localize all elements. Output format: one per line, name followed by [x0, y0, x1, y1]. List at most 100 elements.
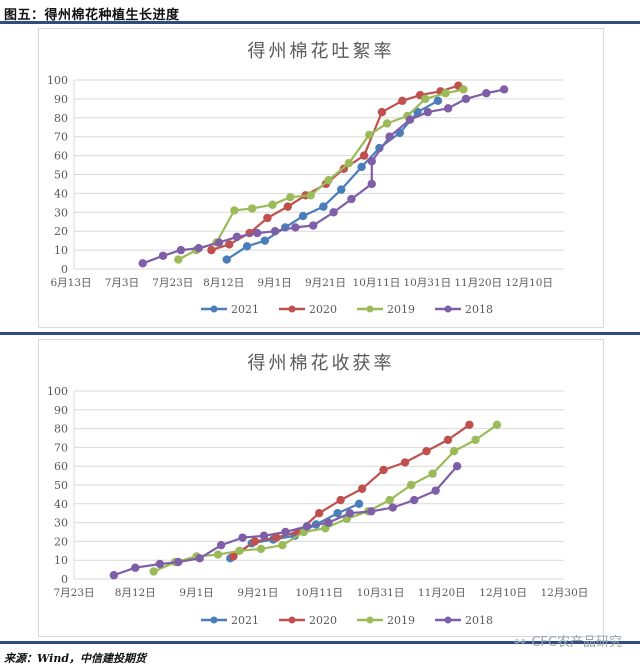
data-point — [263, 213, 272, 223]
x-tick-label: 11月20日 — [454, 277, 502, 289]
x-tick-label: 12月10日 — [479, 587, 527, 599]
x-tick-label: 8月12日 — [115, 587, 156, 599]
data-point — [377, 107, 387, 117]
chart-title: 得州棉花吐絮率 — [248, 41, 395, 62]
data-point — [422, 446, 431, 456]
watermark: ⚯ CFC农产品研究 — [514, 631, 622, 650]
data-point — [492, 420, 502, 430]
y-tick-label: 50 — [54, 479, 68, 492]
y-tick-label: 0 — [61, 263, 68, 276]
series-line — [113, 465, 458, 577]
data-point — [385, 495, 394, 505]
data-point — [388, 503, 397, 512]
x-tick-label: 12月10日 — [505, 277, 553, 289]
data-point — [405, 115, 415, 124]
legend-marker-icon — [288, 305, 296, 313]
data-point — [354, 499, 364, 508]
data-point — [213, 550, 223, 559]
harvest-chart-svg: 得州棉花收获率 0 10 20 30 40 50 60 70 80 90 100 7月23日 8月12日 9… — [47, 353, 588, 627]
data-point — [344, 158, 354, 168]
y-tick-label: 60 — [54, 460, 68, 473]
legend-marker-icon — [444, 616, 452, 624]
data-point — [428, 469, 437, 478]
legend-item-2021: 2021 — [201, 303, 259, 316]
chart-boll-opening: 得州棉花吐絮率 0 10 20 30 40 50 60 70 80 90 100 6月13日 7月3日 7月… — [38, 28, 604, 328]
data-point — [214, 238, 224, 247]
watermark-text: CFC农产品研究 — [531, 635, 622, 650]
legend-label: 2021 — [231, 303, 259, 316]
x-tick-label: 10月11日 — [295, 587, 343, 599]
y-tick-label: 30 — [54, 206, 68, 219]
data-point — [235, 546, 244, 555]
y-tick-label: 10 — [54, 244, 68, 257]
y-tick-label: 100 — [47, 74, 68, 87]
data-point — [421, 94, 430, 104]
data-point — [382, 119, 392, 128]
data-point — [324, 175, 333, 185]
middle-rule — [0, 332, 640, 335]
data-point — [482, 89, 491, 98]
data-point — [431, 486, 440, 495]
data-point — [337, 185, 346, 194]
data-point — [413, 107, 422, 117]
data-point — [253, 228, 262, 238]
legend-label: 2018 — [465, 614, 493, 627]
legend-item-2021: 2021 — [201, 614, 259, 627]
x-tick-label: 6月13日 — [50, 277, 91, 289]
x-tick-label: 11月20日 — [418, 587, 466, 599]
data-point — [443, 435, 453, 445]
x-tick-label: 10月31日 — [403, 277, 451, 289]
series-2018 — [138, 85, 509, 268]
data-point — [410, 495, 419, 505]
data-point — [138, 259, 147, 268]
data-point — [242, 242, 252, 251]
data-point — [367, 179, 376, 189]
y-tick-label: 10 — [54, 554, 68, 567]
data-point — [357, 484, 367, 493]
data-point — [329, 208, 338, 217]
legend-item-2018: 2018 — [435, 614, 493, 627]
data-point — [441, 89, 450, 98]
series-line — [177, 88, 464, 261]
data-point — [131, 563, 140, 572]
legend-label: 2018 — [465, 303, 493, 316]
data-point — [347, 194, 356, 204]
data-point — [379, 465, 388, 475]
data-point — [302, 522, 312, 531]
data-point — [443, 104, 453, 113]
y-tick-label: 90 — [54, 93, 68, 106]
legend-label: 2020 — [309, 614, 337, 627]
data-point — [298, 211, 308, 221]
data-point — [230, 206, 239, 215]
data-point — [375, 143, 384, 153]
data-point — [367, 157, 376, 166]
data-point — [238, 533, 247, 542]
x-tick-label: 9月1日 — [257, 277, 291, 289]
data-point — [461, 94, 471, 104]
data-point — [406, 480, 416, 490]
data-point — [336, 495, 345, 505]
data-point — [278, 540, 287, 550]
data-point — [465, 420, 474, 430]
data-point — [207, 245, 216, 255]
data-point — [365, 130, 374, 140]
data-point — [232, 232, 242, 242]
data-point — [333, 509, 342, 518]
legend-item-2020: 2020 — [279, 614, 337, 627]
legend-marker-icon — [210, 305, 218, 313]
legend: 2021 2020 2019 2018 — [201, 614, 493, 627]
y-tick-label: 70 — [54, 131, 68, 144]
y-tick-label: 90 — [54, 404, 68, 417]
legend: 2021 2020 2019 2018 — [201, 303, 493, 316]
series-2018 — [109, 462, 462, 580]
x-tick-label: 10月31日 — [357, 587, 405, 599]
series-line — [142, 88, 505, 265]
data-point — [385, 132, 394, 141]
data-point — [367, 507, 376, 516]
data-point — [319, 202, 328, 211]
series-2019 — [174, 85, 468, 264]
legend-item-2020: 2020 — [279, 303, 337, 316]
legend-item-2018: 2018 — [435, 303, 493, 316]
y-tick-label: 20 — [54, 535, 68, 548]
data-point — [291, 223, 300, 232]
